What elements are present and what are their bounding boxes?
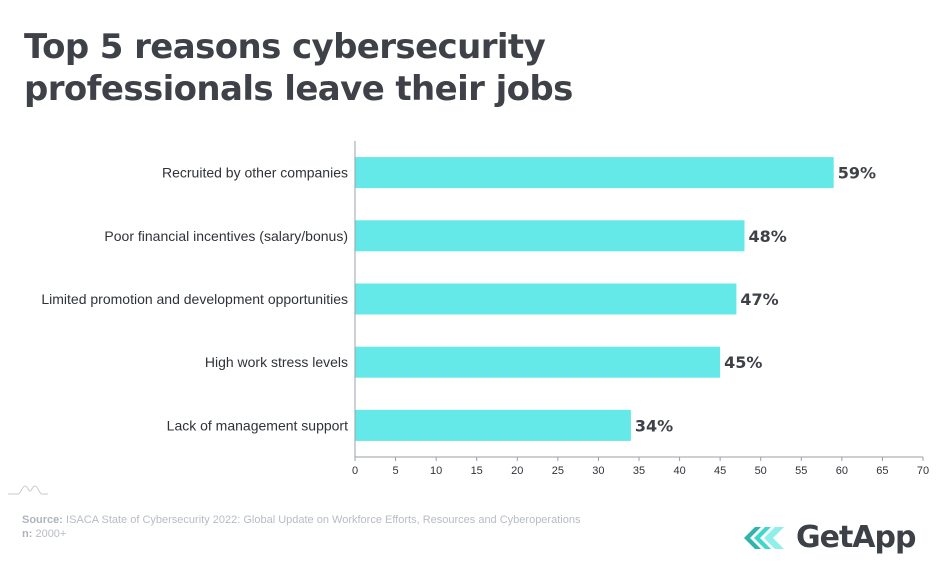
x-tick-label-70: 70 — [917, 465, 929, 477]
category-label-1: Recruited by other companies — [162, 165, 348, 181]
x-tick-label-30: 30 — [592, 465, 604, 477]
category-label-5: Lack of management support — [167, 417, 348, 433]
bar-2 — [355, 220, 745, 252]
x-tick-label-60: 60 — [836, 465, 848, 477]
x-tick-label-40: 40 — [673, 465, 685, 477]
brand-name: GetApp — [796, 520, 916, 555]
sample-size-key: n: — [22, 528, 33, 540]
getapp-logo: GetApp — [744, 520, 916, 555]
value-label-3: 47% — [740, 290, 778, 309]
source-text: ISACA State of Cybersecurity 2022: Globa… — [66, 514, 581, 526]
x-tick-label-65: 65 — [876, 465, 888, 477]
value-label-2: 48% — [749, 227, 787, 246]
getapp-chevrons-icon — [744, 526, 784, 549]
bar-1 — [355, 157, 834, 189]
x-tick-label-15: 15 — [471, 465, 483, 477]
sample-size-line: n: 2000+ — [22, 527, 580, 541]
category-label-2: Poor financial incentives (salary/bonus) — [104, 228, 348, 244]
x-tick-label-10: 10 — [430, 465, 442, 477]
category-label-4: High work stress levels — [205, 354, 348, 370]
chart-footer: Source: ISACA State of Cybersecurity 202… — [22, 513, 580, 541]
x-tick-label-50: 50 — [755, 465, 767, 477]
x-tick-label-25: 25 — [552, 465, 564, 477]
bar-4 — [355, 346, 721, 378]
value-label-1: 59% — [838, 164, 876, 183]
sample-size-text: 2000+ — [35, 528, 67, 540]
value-label-5: 34% — [635, 416, 673, 435]
bar-5 — [355, 409, 631, 441]
bar-3 — [355, 283, 737, 315]
bar-chart: Recruited by other companies 59% Poor fina… — [41, 141, 929, 477]
source-key: Source: — [22, 514, 63, 526]
chart-title: Top 5 reasons cybersecurity professional… — [24, 27, 573, 109]
category-label-3: Limited promotion and development opport… — [41, 291, 348, 307]
value-label-4: 45% — [724, 353, 762, 372]
x-tick-label-5: 5 — [393, 465, 399, 477]
x-tick-label-35: 35 — [633, 465, 645, 477]
x-tick-label-55: 55 — [795, 465, 807, 477]
source-line: Source: ISACA State of Cybersecurity 202… — [22, 513, 580, 527]
x-tick-label-20: 20 — [511, 465, 523, 477]
x-tick-label-0: 0 — [352, 465, 358, 477]
wave-icon — [6, 482, 50, 501]
x-tick-label-45: 45 — [714, 465, 726, 477]
